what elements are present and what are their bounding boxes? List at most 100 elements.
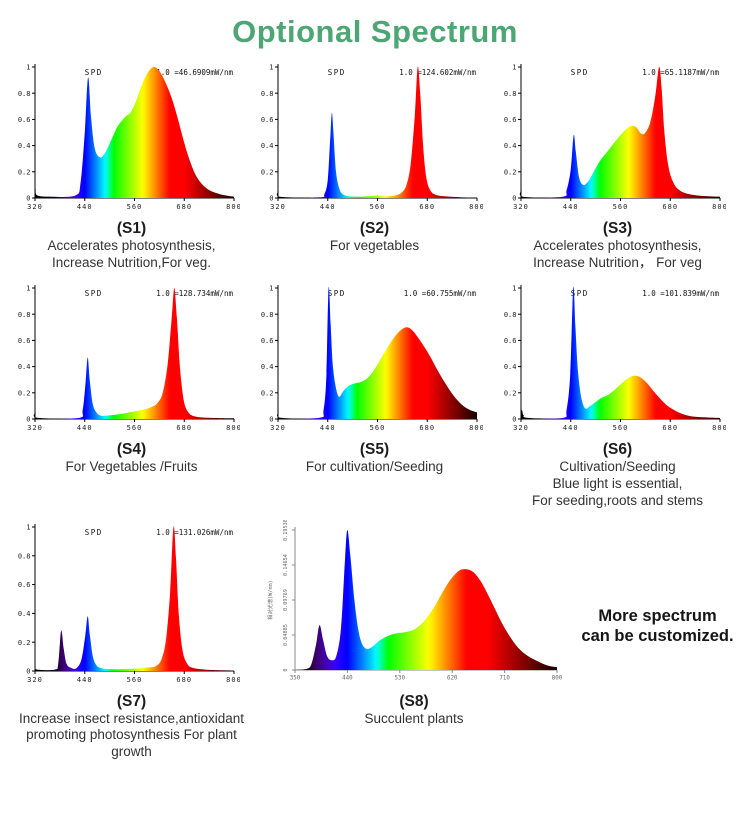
svg-text:1.0 =101.839mW/nm: 1.0 =101.839mW/nm <box>642 289 719 298</box>
svg-text:SPD: SPD <box>328 68 346 77</box>
svg-text:0: 0 <box>269 416 273 424</box>
spectrum-row-3: 0 0.2 0.4 0.6 0.8 1 320 440 560 680 800 SPD 1.0 =131… <box>0 519 750 761</box>
svg-text:1: 1 <box>26 285 30 293</box>
svg-text:440: 440 <box>563 203 579 211</box>
svg-text:0: 0 <box>26 195 30 203</box>
spd-chart-s8: 0 0.04885 0.09769 0.14654 0.19538 350 440 530 62… <box>265 519 575 690</box>
spd-chart-s5: 0 0.2 0.4 0.6 0.8 1 320 440 560 680 800 SPD 1.0 =60.… <box>255 281 496 438</box>
svg-text:800: 800 <box>226 676 240 684</box>
svg-text:0.19538: 0.19538 <box>283 520 289 541</box>
svg-text:680: 680 <box>176 424 192 432</box>
svg-text:0.2: 0.2 <box>18 168 31 176</box>
svg-text:0.2: 0.2 <box>18 638 31 646</box>
svg-text:0.6: 0.6 <box>261 116 274 124</box>
spd-chart-s3: 0 0.2 0.4 0.6 0.8 1 320 440 560 680 800 SPD 1.0 =65.… <box>498 60 739 217</box>
svg-text:0.6: 0.6 <box>18 581 31 589</box>
svg-text:560: 560 <box>370 424 386 432</box>
spd-curve-svg: 0 0.04885 0.09769 0.14654 0.19538 350 440 530 62… <box>266 519 563 681</box>
svg-text:560: 560 <box>613 203 629 211</box>
chart-caption-s8: (S8) Succulent plants <box>253 693 575 728</box>
caption-line: Increase Nutrition， For veg <box>533 254 702 270</box>
svg-text:1: 1 <box>26 64 30 72</box>
svg-text:1.0 =131.026mW/nm: 1.0 =131.026mW/nm <box>156 528 233 537</box>
svg-text:0: 0 <box>512 416 516 424</box>
svg-text:0.6: 0.6 <box>261 337 274 345</box>
svg-text:680: 680 <box>419 203 435 211</box>
svg-text:0.6: 0.6 <box>18 337 31 345</box>
svg-text:1.0 =128.734mW/nm: 1.0 =128.734mW/nm <box>156 289 233 298</box>
caption-title: (S4) <box>116 441 147 459</box>
page: Optional Spectrum 0 0.2 0.4 0.6 0.8 1 320 440 56… <box>0 14 750 814</box>
caption-line: For cultivation/Seeding <box>305 459 444 475</box>
svg-text:0.6: 0.6 <box>504 116 517 124</box>
svg-text:440: 440 <box>77 424 93 432</box>
svg-text:0.2: 0.2 <box>504 168 517 176</box>
svg-text:0.09769: 0.09769 <box>283 589 289 611</box>
caption-line: Increase insect resistance,antioxidant <box>18 710 245 726</box>
svg-text:530: 530 <box>395 675 406 681</box>
svg-text:SPD: SPD <box>571 289 589 298</box>
svg-text:0.2: 0.2 <box>504 390 517 398</box>
caption-line: Succulent plants <box>364 710 464 726</box>
svg-text:SPD: SPD <box>328 289 346 298</box>
svg-text:0.4: 0.4 <box>261 142 274 150</box>
caption-line: promoting photosynthesis For plant growt… <box>26 727 237 760</box>
spd-curve-svg: 0 0.2 0.4 0.6 0.8 1 320 440 560 680 800 SPD 1.0 =101… <box>504 285 727 432</box>
svg-text:440: 440 <box>320 203 336 211</box>
svg-text:440: 440 <box>77 203 93 211</box>
more-spectrum-note: More spectrum can be customized. <box>575 520 740 761</box>
spd-curve-svg: 0 0.2 0.4 0.6 0.8 1 320 440 560 680 800 SPD 1.0 =124… <box>261 64 484 211</box>
svg-text:0.4: 0.4 <box>504 364 517 372</box>
svg-text:1.0 =124.602mW/nm: 1.0 =124.602mW/nm <box>399 68 476 77</box>
svg-text:0: 0 <box>512 195 516 203</box>
spectrum-panel-s1: 0 0.2 0.4 0.6 0.8 1 320 440 560 680 800 SPD 1.0 =46.… <box>10 60 253 271</box>
svg-text:320: 320 <box>27 424 43 432</box>
spd-chart-s4: 0 0.2 0.4 0.6 0.8 1 320 440 560 680 800 SPD 1.0 =128… <box>12 281 253 438</box>
svg-text:SPD: SPD <box>571 68 589 77</box>
caption-line: Increase Nutrition,For veg. <box>51 254 212 270</box>
svg-text:800: 800 <box>552 675 563 681</box>
svg-text:0.6: 0.6 <box>18 116 31 124</box>
svg-text:560: 560 <box>127 676 143 684</box>
svg-text:0.8: 0.8 <box>504 311 517 319</box>
svg-text:800: 800 <box>226 203 240 211</box>
svg-text:0.8: 0.8 <box>261 311 274 319</box>
svg-text:0.6: 0.6 <box>504 337 517 345</box>
caption-title: (S7) <box>116 692 147 710</box>
spectrum-panel-s6: 0 0.2 0.4 0.6 0.8 1 320 440 560 680 800 SPD 1.0 =101… <box>496 281 739 509</box>
svg-text:0.8: 0.8 <box>18 90 31 98</box>
svg-text:440: 440 <box>77 676 93 684</box>
caption-title: (S6) <box>602 441 633 459</box>
caption-title: (S1) <box>116 220 147 237</box>
caption-title: (S8) <box>399 692 429 710</box>
svg-text:0.8: 0.8 <box>18 311 31 319</box>
svg-text:0.14654: 0.14654 <box>283 554 289 576</box>
svg-text:350: 350 <box>290 675 301 681</box>
spd-chart-s2: 0 0.2 0.4 0.6 0.8 1 320 440 560 680 800 SPD 1.0 =124… <box>255 60 496 217</box>
svg-text:0.8: 0.8 <box>18 552 31 560</box>
svg-text:800: 800 <box>469 203 483 211</box>
svg-text:SPD: SPD <box>85 289 103 298</box>
svg-text:440: 440 <box>320 424 336 432</box>
chart-caption-s7: (S7) Increase insect resistance,antioxid… <box>10 693 253 761</box>
caption-line: Accelerates photosynthesis, <box>47 238 216 253</box>
svg-text:320: 320 <box>270 203 286 211</box>
spectrum-row-2: 0 0.2 0.4 0.6 0.8 1 320 440 560 680 800 SPD 1.0 =128… <box>0 281 750 509</box>
svg-text:0.2: 0.2 <box>261 390 274 398</box>
spd-curve-svg: 0 0.2 0.4 0.6 0.8 1 320 440 560 680 800 SPD 1.0 =65.… <box>504 64 727 211</box>
svg-text:800: 800 <box>712 424 726 432</box>
svg-text:560: 560 <box>127 424 143 432</box>
caption-line: Cultivation/Seeding <box>559 459 676 475</box>
caption-line: Accelerates photosynthesis, <box>533 238 702 253</box>
spectrum-panel-s7: 0 0.2 0.4 0.6 0.8 1 320 440 560 680 800 SPD 1.0 =131… <box>10 520 253 761</box>
svg-text:1: 1 <box>269 64 273 72</box>
svg-text:1: 1 <box>512 285 516 293</box>
svg-text:800: 800 <box>712 203 726 211</box>
svg-text:0.2: 0.2 <box>261 168 274 176</box>
svg-text:320: 320 <box>513 424 529 432</box>
more-spectrum-line2: can be customized. <box>581 627 734 646</box>
spd-curve-svg: 0 0.2 0.4 0.6 0.8 1 320 440 560 680 800 SPD 1.0 =46.… <box>18 64 241 211</box>
spectrum-panel-s5: 0 0.2 0.4 0.6 0.8 1 320 440 560 680 800 SPD 1.0 =60.… <box>253 281 496 509</box>
svg-text:0.04885: 0.04885 <box>283 624 289 646</box>
chart-caption-s3: (S3) Accelerates photosynthesis, Increas… <box>496 220 739 271</box>
